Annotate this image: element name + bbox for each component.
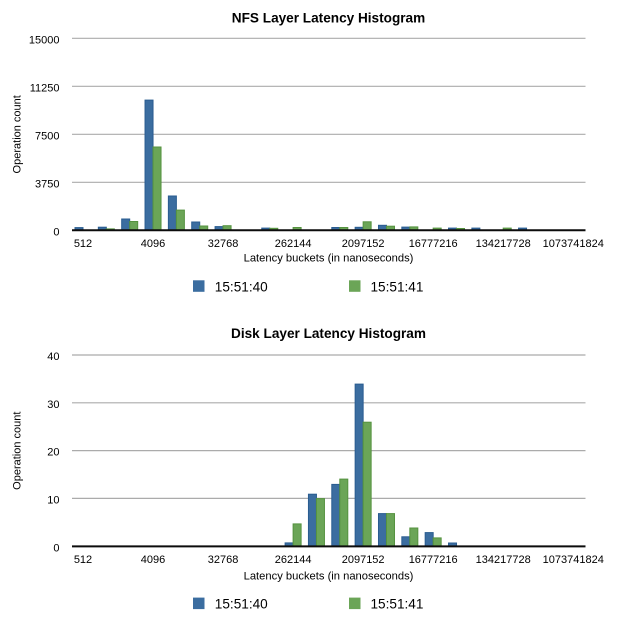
svg-text:Latency buckets (in nanosecond: Latency buckets (in nanoseconds)	[244, 252, 414, 264]
svg-text:1073741824: 1073741824	[543, 554, 604, 566]
svg-text:15:51:41: 15:51:41	[371, 279, 424, 294]
svg-text:15:51:40: 15:51:40	[215, 596, 268, 611]
svg-text:Operation count: Operation count	[11, 95, 23, 173]
svg-text:15:51:41: 15:51:41	[371, 596, 424, 611]
svg-text:262144: 262144	[275, 554, 312, 566]
svg-text:0: 0	[53, 226, 59, 238]
svg-text:4096: 4096	[141, 554, 165, 566]
svg-text:134217728: 134217728	[476, 554, 531, 566]
svg-text:4096: 4096	[141, 238, 165, 250]
svg-text:2097152: 2097152	[342, 554, 385, 566]
svg-text:Latency buckets (in nanosecond: Latency buckets (in nanoseconds)	[244, 571, 414, 583]
svg-text:134217728: 134217728	[476, 238, 531, 250]
svg-text:11250: 11250	[30, 82, 60, 94]
svg-text:32768: 32768	[208, 238, 239, 250]
svg-text:512: 512	[74, 238, 92, 250]
svg-text:16777216: 16777216	[409, 238, 458, 250]
svg-text:Disk Layer Latency Histogram: Disk Layer Latency Histogram	[231, 326, 426, 341]
svg-text:Operation count: Operation count	[11, 412, 23, 490]
svg-text:0: 0	[53, 542, 59, 554]
svg-text:3750: 3750	[35, 178, 59, 190]
svg-text:30: 30	[47, 399, 59, 411]
svg-text:16777216: 16777216	[409, 554, 458, 566]
svg-text:262144: 262144	[275, 238, 312, 250]
svg-text:40: 40	[47, 351, 59, 363]
svg-text:7500: 7500	[35, 130, 59, 142]
svg-text:1073741824: 1073741824	[543, 238, 604, 250]
svg-text:10: 10	[47, 494, 59, 506]
svg-text:20: 20	[47, 447, 59, 459]
svg-text:2097152: 2097152	[342, 238, 385, 250]
svg-text:NFS Layer Latency Histogram: NFS Layer Latency Histogram	[232, 10, 425, 25]
svg-text:15000: 15000	[29, 34, 60, 46]
svg-text:32768: 32768	[208, 554, 239, 566]
svg-text:512: 512	[74, 554, 92, 566]
svg-text:15:51:40: 15:51:40	[215, 279, 268, 294]
